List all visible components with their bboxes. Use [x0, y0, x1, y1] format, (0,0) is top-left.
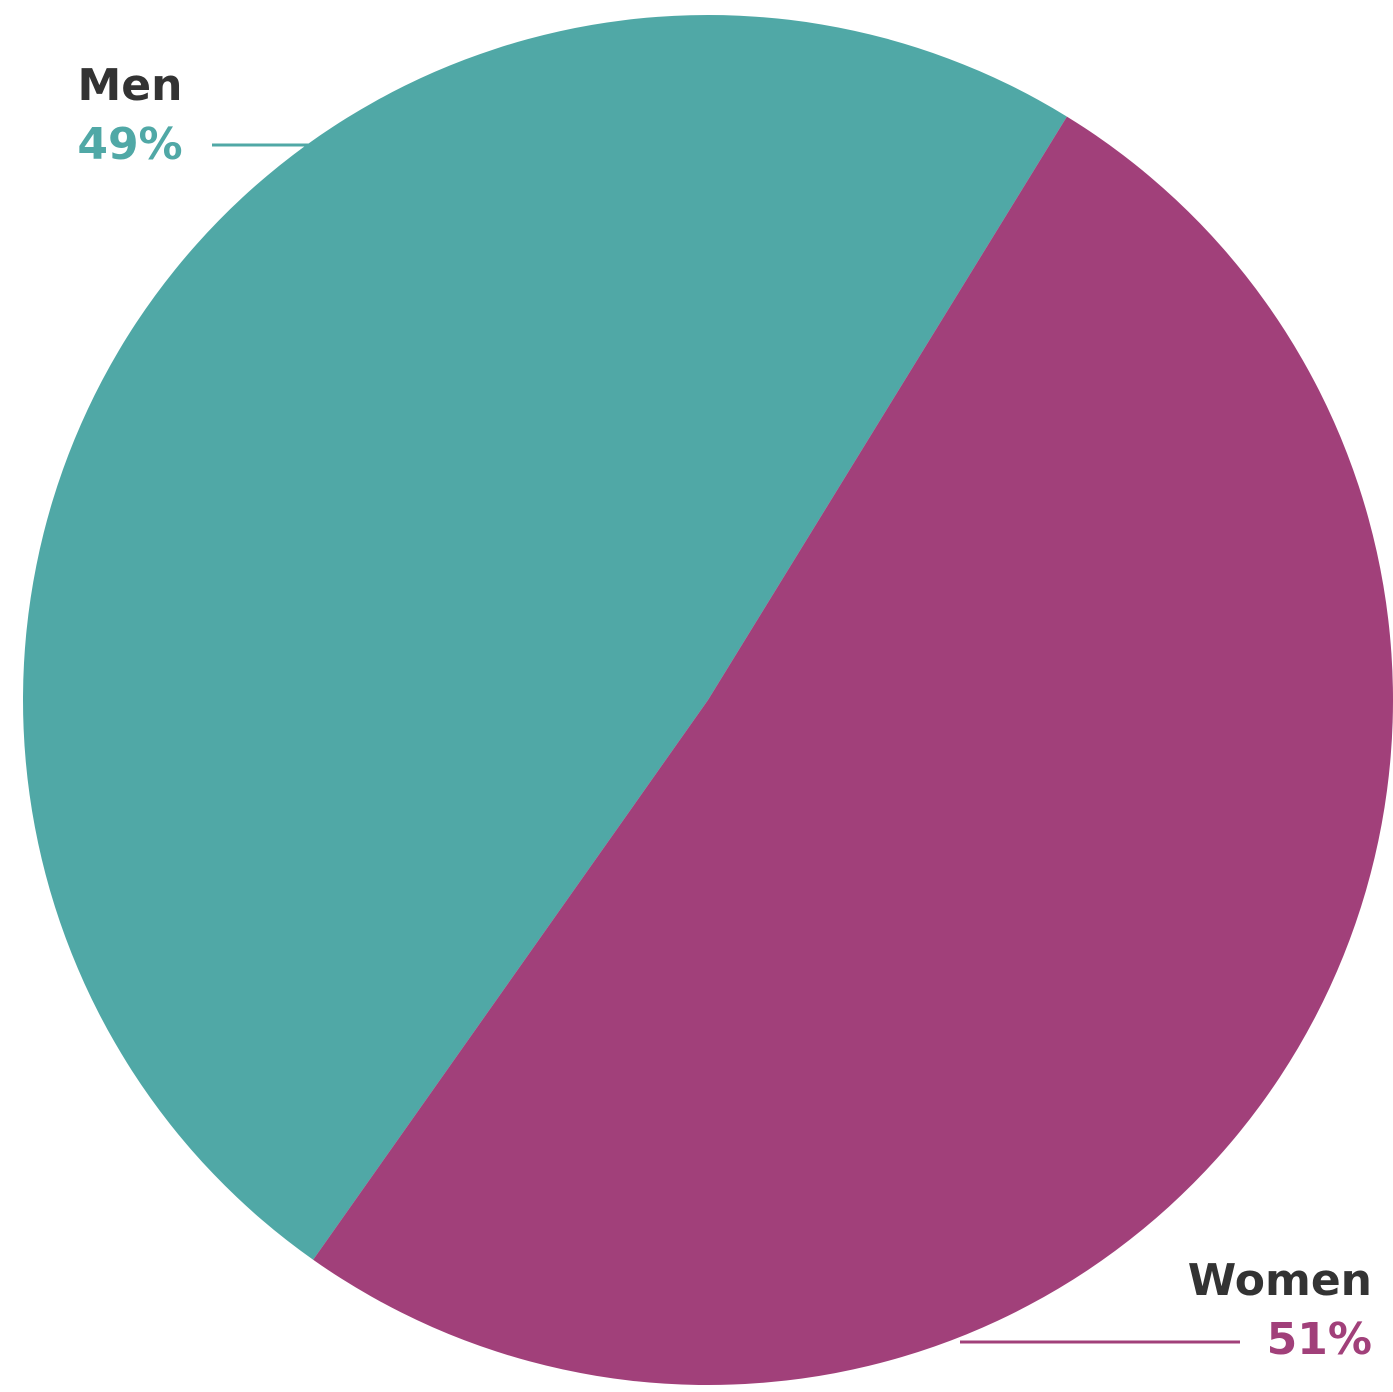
value-label: 49% [77, 119, 182, 170]
page: {"chart_data": {"type": "pie", "categori… [0, 0, 1393, 1392]
value-label: 51% [1267, 1314, 1372, 1365]
chart: Men 49% Women 51% [0, 0, 1393, 1392]
category-label: Men [78, 60, 183, 111]
category-label: Women [1188, 1255, 1372, 1306]
